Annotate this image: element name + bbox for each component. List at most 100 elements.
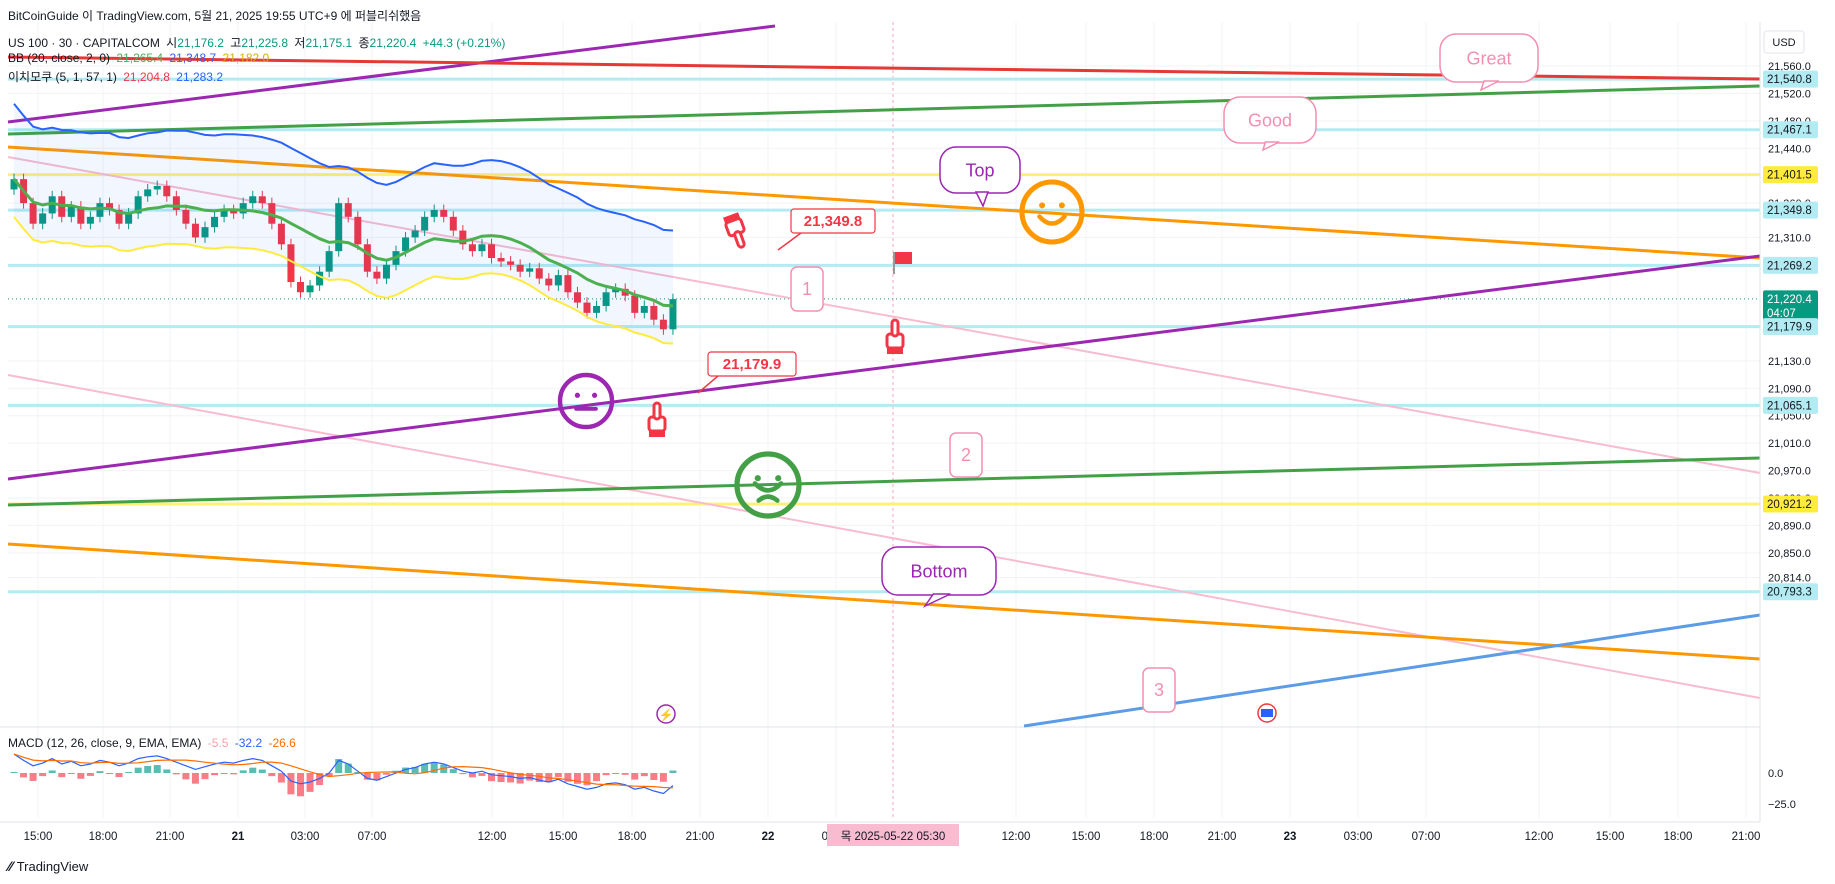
candle-body — [631, 295, 639, 313]
macd-histogram-bar — [77, 773, 85, 779]
candle-body — [564, 275, 572, 293]
price-tag-high: 21,349.8 — [777, 208, 876, 251]
macd-histogram-bar — [497, 773, 505, 783]
happy-face-icon-eye-right — [1058, 202, 1065, 209]
price-tag-label: 21,349.8 — [1767, 205, 1812, 217]
candle-body — [287, 244, 295, 282]
symbol-legend[interactable]: US 100 · 30 · CAPITALCOM 시21,176.2 고21,2… — [8, 34, 508, 51]
macd-histogram-bar — [602, 773, 610, 776]
wave-label-1-text: 1 — [802, 279, 812, 299]
symbol-name[interactable]: US 100 · 30 · CAPITALCOM — [8, 36, 160, 50]
crosshair-time-label: 목 2025-05-22 05:30 — [841, 830, 946, 843]
candle-body — [306, 285, 314, 293]
top-callout-text: Top — [965, 160, 994, 180]
macd-histogram-bar — [29, 773, 37, 781]
macd-histogram-bar — [440, 764, 448, 773]
us-flag-event-icon — [1257, 703, 1277, 723]
bb-cloud — [14, 103, 673, 344]
candle-body — [554, 275, 562, 286]
x-tick-label: 12:00 — [1525, 831, 1554, 843]
macd-histogram-bar — [554, 773, 562, 778]
y-tick-label: 21,520.0 — [1768, 88, 1811, 100]
macd-histogram-bar — [172, 773, 180, 775]
bb-name: BB (20, close, 2, 0) — [8, 51, 111, 65]
tradingview-brand[interactable]: ⁄⁄ TradingView — [8, 858, 88, 874]
macd-histogram-bar — [430, 762, 438, 773]
candle-body — [182, 209, 190, 224]
crosshair-time-bg — [827, 824, 959, 846]
candle-body — [220, 209, 228, 217]
macd-histogram-bar — [20, 773, 28, 778]
macd-histogram-bar — [10, 772, 18, 773]
wave-label-1-box — [790, 266, 824, 312]
y-tick-label: 21,130.0 — [1768, 356, 1811, 368]
hand-pointer-icon-cuff — [887, 348, 903, 354]
candle-body — [650, 305, 658, 320]
lightning-event-icon: ⚡ — [656, 704, 676, 724]
macd-histogram-bar — [402, 767, 410, 773]
price-axis[interactable]: USD21,560.021,520.021,480.021,440.021,36… — [1759, 22, 1818, 822]
x-tick-label: 21:00 — [1208, 831, 1237, 843]
price-tag-label: 21,220.4 — [1767, 294, 1812, 306]
macd-histogram-bar — [478, 773, 486, 776]
bb-legend[interactable]: BB (20, close, 2, 0) 21,265.4 21,348.7 2… — [8, 51, 272, 65]
candle-body — [115, 209, 123, 224]
worried-face-icon-eye-left — [754, 475, 761, 482]
hand-pointer-icon-cuff — [649, 431, 665, 437]
bottom-callout-tail — [922, 593, 951, 608]
top-callout: Top — [939, 146, 1021, 208]
currency-box — [1763, 30, 1805, 54]
macd-histogram-bar — [287, 773, 295, 795]
x-tick-label: 15:00 — [24, 831, 53, 843]
candle-body — [106, 203, 113, 210]
time-axis[interactable]: 15:00 18:00 21:00 21 03:00 07:00 12:00 15:00 18:… — [0, 821, 1760, 846]
grid — [0, 22, 1760, 818]
candle-body — [316, 271, 324, 286]
good-callout-text: Good — [1248, 110, 1292, 130]
orange-channel-upper — [7, 145, 1761, 260]
price-tag-bg — [1763, 396, 1818, 414]
macd-histogram-bar — [373, 773, 381, 781]
bottom-callout: Bottom — [881, 546, 997, 608]
candle-body — [268, 203, 276, 224]
macd-histogram-bar — [220, 773, 228, 774]
price-tag-bg — [1763, 70, 1818, 88]
happy-face-icon-mouth — [1037, 214, 1067, 226]
macd-histogram-bar — [39, 773, 47, 777]
happy-face-icon-outline — [1019, 179, 1085, 245]
wave-label-1: 1 — [790, 266, 824, 312]
close-value: 21,220.4 — [369, 36, 417, 50]
candle-body — [325, 251, 333, 272]
x-tick-label: 07:00 — [358, 831, 387, 843]
x-tick-label: 15:00 — [1596, 831, 1625, 843]
y-tick-label: 21,440.0 — [1768, 143, 1811, 155]
price-tag-label: 20,793.3 — [1767, 587, 1812, 599]
x-tick-label: 03:00 — [291, 831, 320, 843]
price-tag-low-box — [707, 351, 797, 377]
candle-body — [39, 213, 47, 224]
neutral-face-icon-outline — [557, 372, 615, 430]
price-tag-label: 21,179.9 — [1767, 322, 1812, 334]
drawings-layer — [7, 24, 1761, 728]
macd-histogram-bar — [526, 773, 534, 781]
price-tag-bg — [1763, 166, 1818, 184]
neutral-face-icon-eye-right — [591, 392, 598, 398]
macd-histogram-bar — [669, 770, 677, 773]
wave-label-2-box — [949, 432, 983, 478]
macd-legend[interactable]: MACD (12, 26, close, 9, EMA, EMA) -5.5 -… — [8, 736, 299, 750]
candle-body — [153, 185, 161, 190]
macd-histogram-bar — [507, 773, 515, 783]
macd-histogram-bar — [48, 770, 56, 773]
macd-histogram-bar — [488, 773, 495, 782]
happy-face-icon — [1019, 179, 1085, 245]
price-tag-bg — [1763, 290, 1818, 321]
purple-support-line — [7, 254, 1761, 481]
ichimoku-legend[interactable]: 이치모쿠 (5, 1, 57, 1) 21,204.8 21,283.2 — [8, 68, 226, 85]
macd-hist-value: -5.5 — [207, 736, 229, 750]
macd-pane — [10, 753, 677, 797]
macd-histogram-bar — [411, 766, 419, 773]
candle-body — [526, 268, 534, 272]
macd-histogram-bar — [335, 759, 343, 773]
happy-face-icon-eye-left — [1039, 202, 1046, 209]
